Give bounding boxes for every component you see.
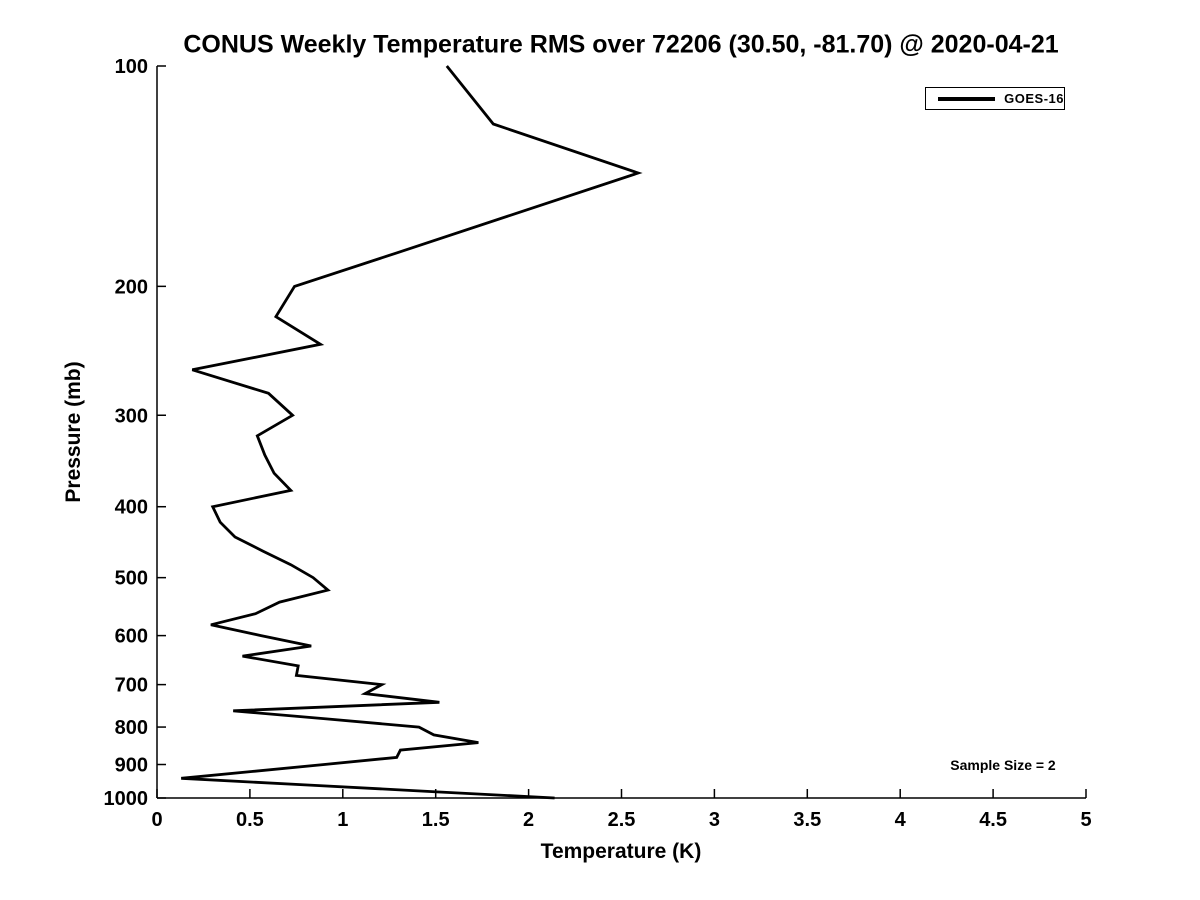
y-tick-label: 400 [115,497,148,519]
y-tick-label: 500 [115,568,148,590]
x-tick-label: 2 [523,809,534,831]
legend-entry-label: GOES-16 [1004,91,1064,106]
x-tick-label: 3.5 [793,809,821,831]
x-tick-label: 0.5 [236,809,264,831]
y-tick-label: 600 [115,626,148,648]
legend-line-sample-icon [938,96,996,101]
y-tick-label: 700 [115,675,148,697]
data-line-goes16 [181,65,643,800]
legend-box: GOES-16 [925,87,1065,110]
x-tick-label: 1.5 [422,809,450,831]
x-tick-label: 4 [895,809,907,831]
x-tick-label: 4.5 [979,809,1007,831]
y-tick-label: 800 [115,717,148,739]
y-tick-label: 200 [115,276,148,298]
y-tick-label: 100 [115,56,148,78]
x-tick-label: 5 [1080,809,1091,831]
y-tick-label: 1000 [104,788,149,810]
x-tick-label: 1 [337,809,348,831]
x-tick-label: 2.5 [608,809,636,831]
x-axis-label: Temperature (K) [540,840,702,863]
x-tick-label: 0 [151,809,162,831]
y-tick-label: 300 [115,405,148,427]
chart-title: CONUS Weekly Temperature RMS over 72206 … [183,30,1059,59]
y-axis-label: Pressure (mb) [62,361,85,503]
y-tick-label: 900 [115,755,148,777]
sample-size-annotation: Sample Size = 2 [950,757,1056,773]
x-tick-label: 3 [709,809,720,831]
